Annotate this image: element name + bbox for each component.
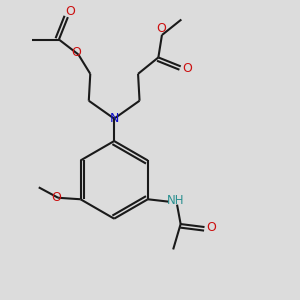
Text: O: O [206, 221, 216, 234]
Text: O: O [65, 4, 75, 18]
Text: NH: NH [167, 194, 184, 207]
Text: O: O [182, 62, 192, 75]
Text: O: O [71, 46, 81, 59]
Text: O: O [51, 191, 61, 204]
Text: O: O [156, 22, 166, 35]
Text: N: N [110, 112, 119, 125]
